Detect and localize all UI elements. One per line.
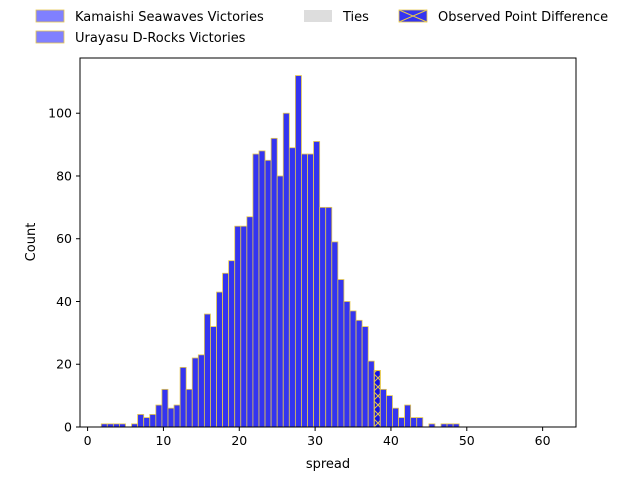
legend-label-observed: Observed Point Difference <box>438 10 608 25</box>
y-tick-label: 100 <box>48 106 72 121</box>
histogram-bar <box>398 417 405 428</box>
histogram-bar <box>385 395 393 428</box>
legend: Kamaishi Seawaves Victories Urayasu D-Ro… <box>35 9 608 46</box>
y-axis-ticks: 0 20 40 60 80 100 <box>48 106 80 435</box>
x-axis-ticks: 0 10 20 30 40 50 60 <box>84 427 551 448</box>
x-tick-label: 20 <box>231 433 247 448</box>
histogram-bar <box>319 206 327 428</box>
y-axis-label: Count <box>24 223 39 262</box>
bars-group <box>100 75 460 428</box>
x-tick-label: 50 <box>459 433 475 448</box>
y-tick-label: 20 <box>56 357 72 372</box>
histogram-bar <box>264 159 272 428</box>
y-tick-label: 40 <box>56 294 72 309</box>
x-tick-label: 40 <box>383 433 399 448</box>
legend-swatch-ties <box>304 10 332 22</box>
histogram-bar <box>379 388 387 428</box>
histogram-bar <box>155 404 163 428</box>
histogram-bar <box>191 357 199 428</box>
histogram-bar <box>337 279 345 428</box>
histogram-bar <box>137 414 145 428</box>
histogram-bar <box>270 137 278 428</box>
histogram-bar <box>355 319 363 428</box>
histogram-bar <box>167 407 175 428</box>
x-tick-label: 30 <box>307 433 323 448</box>
x-tick-label: 0 <box>84 433 92 448</box>
histogram-bar <box>252 153 260 428</box>
histogram-bar <box>240 225 248 428</box>
histogram-bar <box>161 388 169 428</box>
histogram-bar <box>349 310 357 428</box>
histogram-bar <box>282 112 290 428</box>
histogram-bar <box>392 407 399 428</box>
y-tick-label: 80 <box>56 168 72 183</box>
histogram-bar <box>307 153 314 428</box>
histogram-bar <box>404 404 412 428</box>
histogram-bar <box>294 75 302 428</box>
x-axis-label: spread <box>306 457 350 472</box>
legend-swatch-urayasu <box>35 30 65 44</box>
histogram-bar <box>288 147 296 428</box>
histogram-bar <box>246 216 254 428</box>
histogram-bar <box>258 150 266 428</box>
x-tick-label: 60 <box>535 433 551 448</box>
histogram-bar <box>325 206 333 428</box>
histogram-bar <box>331 241 339 428</box>
histogram-bar <box>210 326 217 428</box>
histogram-bar <box>179 366 187 428</box>
x-tick-label: 10 <box>155 433 171 448</box>
plot-frame <box>79 57 577 428</box>
histogram-bar <box>234 225 242 428</box>
histogram-bar <box>203 313 211 428</box>
histogram-bar <box>143 417 151 428</box>
histogram-bar <box>173 404 181 428</box>
histogram-bar <box>416 417 424 428</box>
histogram-bar <box>216 291 223 428</box>
histogram-bar <box>149 414 157 428</box>
histogram-bar <box>197 354 205 428</box>
histogram-bar <box>367 360 375 428</box>
histogram-bar <box>228 260 236 428</box>
histogram-bar <box>313 141 321 428</box>
histogram-bar <box>222 272 230 428</box>
legend-label-kamaishi: Kamaishi Seawaves Victories <box>75 10 264 25</box>
histogram-bar <box>276 175 284 428</box>
legend-swatch-observed-hatch <box>398 9 428 23</box>
y-tick-label: 0 <box>64 420 72 435</box>
y-tick-label: 60 <box>56 231 72 246</box>
observed-difference-hatch <box>373 370 381 428</box>
legend-label-ties: Ties <box>342 10 369 25</box>
histogram-bar <box>301 153 308 428</box>
histogram-bar <box>185 388 193 428</box>
legend-swatch-kamaishi <box>35 9 65 23</box>
histogram-bar <box>410 417 418 428</box>
histogram-bar <box>343 301 351 428</box>
legend-label-urayasu: Urayasu D-Rocks Victories <box>75 31 246 46</box>
histogram-bar <box>361 326 369 428</box>
